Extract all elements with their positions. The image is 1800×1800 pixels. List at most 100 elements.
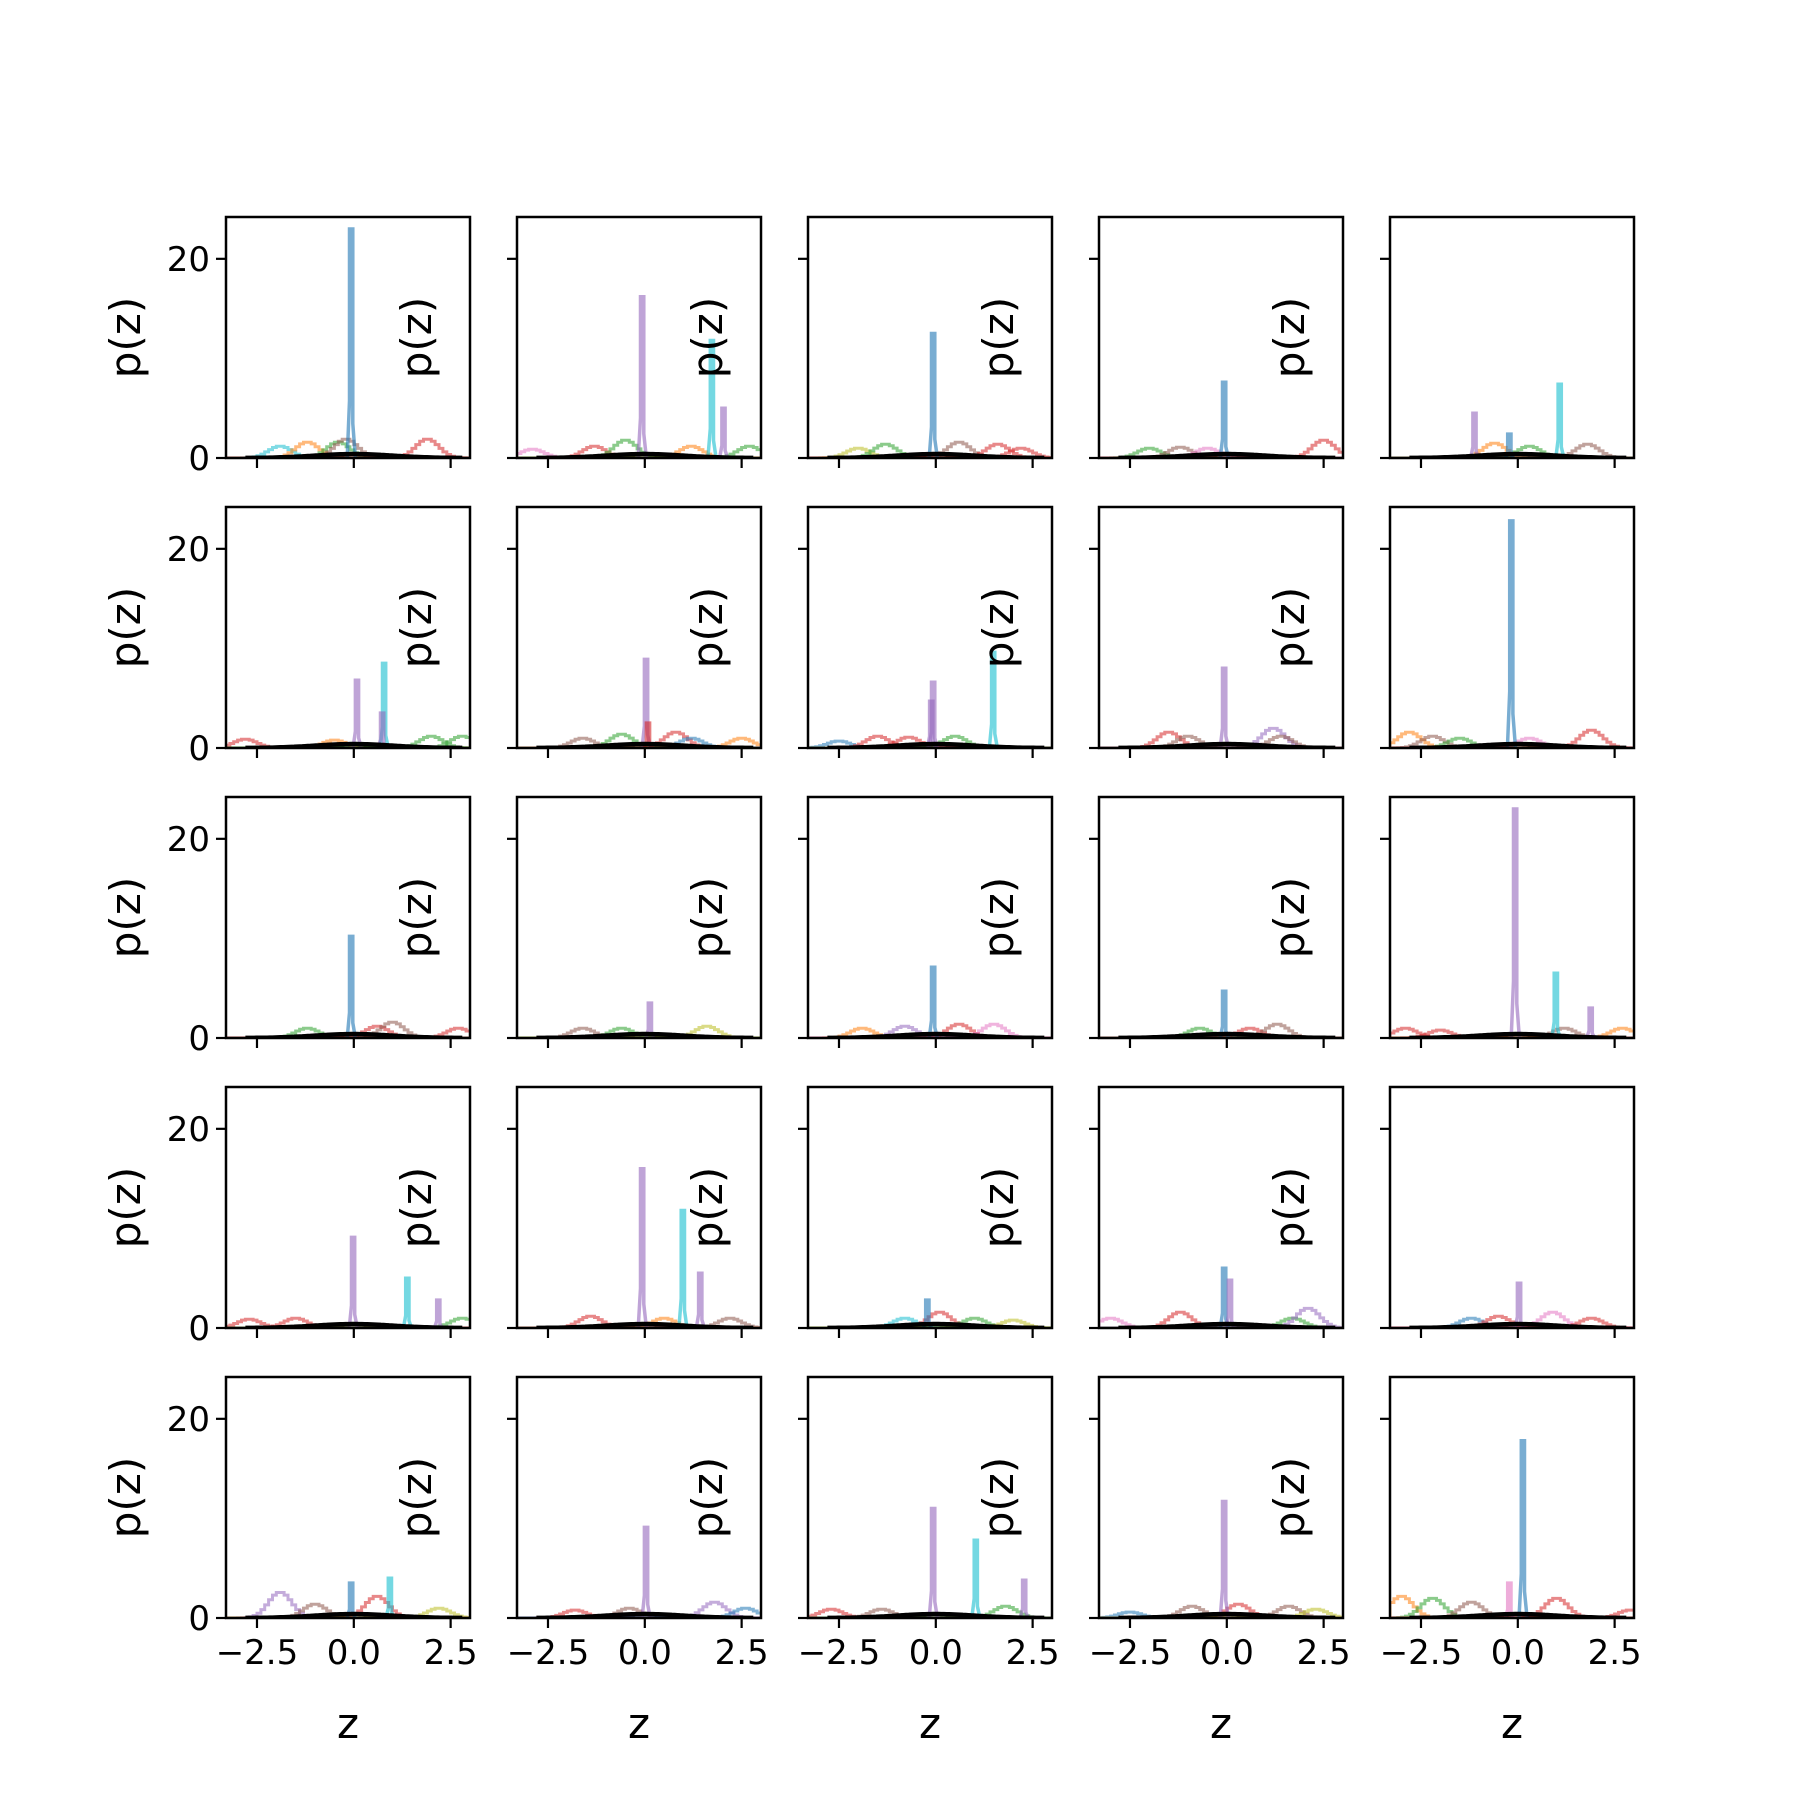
y-axis-label: p(z): [101, 877, 150, 958]
spike-histogram-cyan: [401, 1276, 414, 1328]
bump-histogram-green: [1390, 444, 1634, 458]
x-tick-label: 0.0: [327, 1633, 381, 1673]
panel-frame: [515, 795, 763, 1040]
bump-histogram-blue: [1099, 1610, 1343, 1618]
bump-histogram-pink: [1390, 736, 1634, 748]
y-axis-label: p(z): [101, 587, 150, 668]
panel-r3-c2: zp(z): [683, 1085, 1054, 1458]
panel-frame: [224, 795, 472, 1040]
spike-histogram-purple: [1585, 1006, 1597, 1038]
panel-background: [808, 1087, 1052, 1328]
panel-r2-c2: zp(z): [683, 795, 1054, 1168]
spike-histogram-purple: [1513, 1281, 1525, 1328]
bump-histogram-red: [808, 446, 1052, 458]
panel-background: [517, 507, 761, 748]
bump-histogram-blue: [517, 1606, 761, 1618]
panel-background: [226, 507, 470, 748]
spike-histogram-purple: [636, 294, 649, 458]
bump-histogram-orange: [517, 736, 761, 748]
y-tick-label: 0: [188, 1599, 210, 1639]
bump-histogram-green: [226, 440, 470, 458]
spike-histogram-purple: [1509, 807, 1522, 1038]
bump-histogram-orange: [1390, 730, 1634, 748]
panel-frame: [224, 215, 472, 460]
panel-r1-c1: zp(z): [392, 505, 763, 878]
bump-histogram-red: [226, 1317, 470, 1328]
y-axis-label: p(z): [392, 877, 441, 958]
panel-background: [1390, 1377, 1634, 1618]
x-tick-label: −2.5: [1089, 1633, 1172, 1673]
x-axis-label: z: [1210, 1699, 1232, 1748]
spike-histogram-purple: [1218, 666, 1231, 748]
x-tick-label: −2.5: [507, 1633, 590, 1673]
x-tick-label: 0.0: [909, 1633, 963, 1673]
y-axis-label: p(z): [392, 297, 441, 378]
panel-frame: [1097, 215, 1345, 460]
panel-r3-c3: zp(z): [974, 1085, 1345, 1458]
bump-histogram-green: [517, 444, 761, 458]
y-axis-label: p(z): [974, 1457, 1023, 1538]
y-tick-label: 20: [167, 240, 210, 280]
panel-r2-c4: zp(z): [1265, 795, 1636, 1168]
spike-histogram-cyan: [1550, 971, 1562, 1038]
spike-histogram-purple: [351, 678, 363, 748]
x-tick-label: 2.5: [1588, 1633, 1642, 1673]
panel-r4-c3: z −2.5 0.0 2.5 p(z): [974, 1375, 1351, 1748]
y-axis-label: p(z): [101, 1167, 150, 1248]
y-axis-label: p(z): [974, 297, 1023, 378]
spike-histogram-purple: [927, 1506, 940, 1618]
spike-histogram-cyan: [970, 1538, 982, 1618]
y-axis-label: p(z): [392, 1167, 441, 1248]
spike-histogram-blue: [1517, 1438, 1529, 1618]
spike-histogram-purple: [640, 1525, 652, 1618]
panel-r0-c3: zp(z): [974, 215, 1345, 588]
bump-histogram-purple: [1099, 1306, 1343, 1328]
panel-r3-c1: zp(z): [392, 1085, 763, 1458]
spike-histogram-purple: [925, 699, 938, 748]
panel-frame: [1388, 215, 1636, 460]
bump-histogram-purple: [808, 1024, 1052, 1038]
spike-histogram-blue: [927, 331, 940, 458]
y-tick-label: 20: [167, 1400, 210, 1440]
panel-frame: [1097, 1375, 1345, 1620]
spike-histogram-purple: [432, 1298, 444, 1328]
spike-histogram-cyan: [987, 650, 1000, 748]
panel-r0-c0: z020p(z): [101, 215, 472, 588]
bump-histogram-red: [1390, 1314, 1634, 1328]
y-tick-label: 20: [167, 1110, 210, 1150]
y-axis-label: p(z): [392, 1457, 441, 1538]
panel-r4-c1: z −2.5 0.0 2.5 p(z): [392, 1375, 769, 1748]
panel-frame: [515, 215, 763, 460]
x-axis-label: z: [919, 1699, 941, 1748]
panel-frame: [515, 505, 763, 750]
x-tick-label: 0.0: [618, 1633, 672, 1673]
spike-histogram-purple: [1018, 1578, 1030, 1618]
y-axis-label: p(z): [1265, 877, 1314, 958]
y-axis-label: p(z): [101, 1457, 150, 1538]
x-tick-label: −2.5: [216, 1633, 299, 1673]
panel-r2-c1: zp(z): [392, 795, 763, 1168]
x-axis-label: z: [628, 1699, 650, 1748]
y-axis-label: p(z): [683, 297, 732, 378]
panel-plot-area: [1390, 382, 1634, 458]
panel-r1-c0: z020p(z): [101, 505, 472, 878]
panel-r4-c4: z −2.5 0.0 2.5 p(z): [1265, 1375, 1642, 1748]
panel-r4-c0: z −2.5 0.0 2.5 0 20 p(z): [101, 1375, 478, 1748]
y-axis-label: p(z): [1265, 587, 1314, 668]
bump-histogram-red: [226, 437, 470, 458]
x-axis-label: z: [1501, 1699, 1523, 1748]
spike-histogram-cyan: [677, 1208, 689, 1328]
bump-histogram-pink: [1099, 446, 1343, 458]
panel-frame: [806, 1085, 1054, 1330]
spike-histogram-cyan: [706, 338, 718, 458]
panel-background: [517, 1377, 761, 1618]
panel-frame: [1388, 1375, 1636, 1620]
spike-histogram-purple: [636, 1166, 649, 1328]
bump-histogram-red: [1390, 1316, 1634, 1328]
spike-histogram-cyan: [1554, 382, 1566, 458]
bump-histogram-green: [1099, 1026, 1343, 1038]
bump-histogram-green: [517, 438, 761, 458]
bump-histogram-pink: [517, 447, 761, 458]
bump-histogram-orange: [1390, 441, 1634, 458]
bump-histogram-green: [226, 734, 470, 748]
